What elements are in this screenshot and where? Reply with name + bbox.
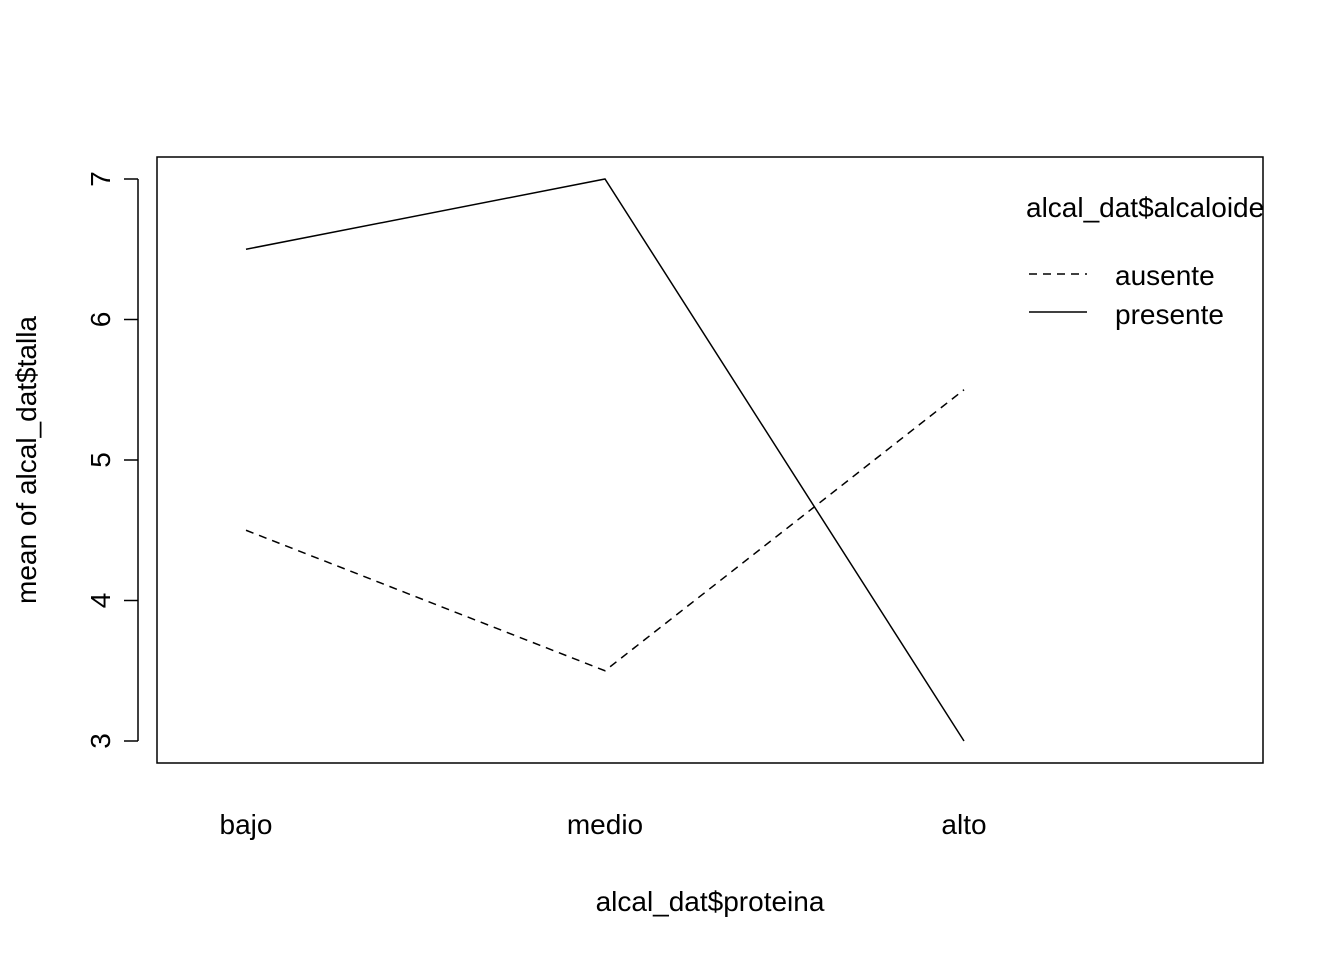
series-line-presente	[245, 178, 965, 742]
series-lines	[245, 178, 965, 742]
plot-box	[156, 156, 1264, 764]
y-tick-label: 6	[85, 312, 116, 328]
legend-label-ausente: ausente	[1115, 260, 1215, 291]
x-tick-label: alto	[941, 809, 986, 840]
x-tick-label: bajo	[220, 809, 273, 840]
legend-label-presente: presente	[1115, 299, 1224, 330]
series-line-ausente	[245, 389, 965, 672]
legend-title: alcal_dat$alcaloide	[1026, 192, 1264, 223]
y-axis-label: mean of alcal_dat$talla	[11, 316, 42, 604]
y-tick-label: 3	[85, 733, 116, 749]
x-axis-label: alcal_dat$proteina	[596, 886, 825, 917]
y-tick-label: 5	[85, 452, 116, 468]
y-ticks: 3 4 5 6 7	[85, 171, 138, 749]
y-tick-label: 7	[85, 171, 116, 187]
x-tick-labels: bajo medio alto	[220, 809, 987, 840]
x-tick-label: medio	[567, 809, 643, 840]
y-tick-label: 4	[85, 593, 116, 609]
legend-entry-ausente: ausente	[1029, 260, 1215, 291]
legend: alcal_dat$alcaloide ausente presente	[1026, 192, 1264, 330]
legend-entry-presente: presente	[1029, 299, 1224, 330]
